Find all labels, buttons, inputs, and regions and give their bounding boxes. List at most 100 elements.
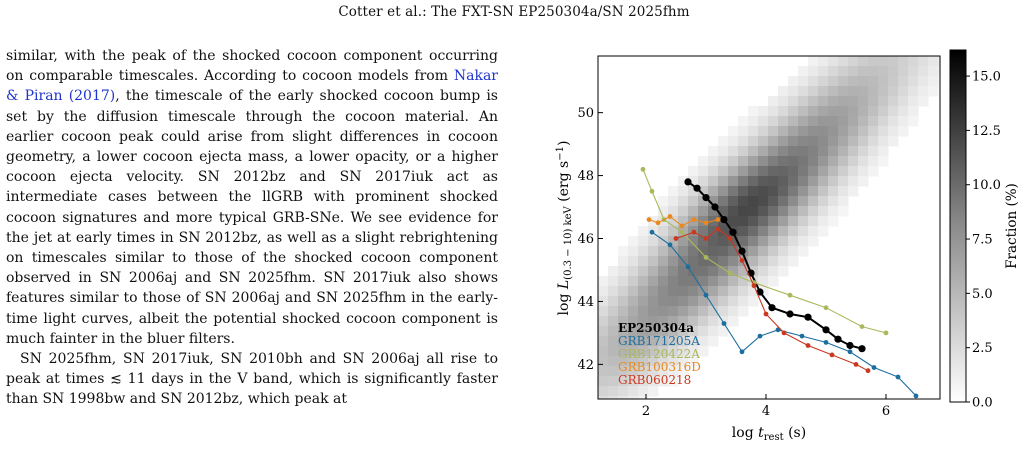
heatmap-cell: [618, 296, 629, 307]
heatmap-cell: [688, 326, 699, 337]
heatmap-cell: [608, 326, 619, 337]
heatmap-cell: [808, 206, 819, 217]
heatmap-cell: [718, 326, 729, 337]
data-point: [684, 178, 692, 186]
heatmap-cell: [608, 306, 619, 317]
heatmap-cell: [758, 276, 769, 287]
heatmap-cell: [628, 266, 639, 277]
heatmap-cell: [848, 186, 859, 197]
heatmap-cell: [628, 366, 639, 377]
colorbar-tick-label: 10.0: [972, 178, 1001, 193]
heatmap-cell: [898, 106, 909, 117]
heatmap-cell: [758, 166, 769, 177]
heatmap-cell: [638, 326, 649, 337]
data-point: [702, 194, 710, 202]
heatmap-cell: [628, 276, 639, 287]
data-point: [739, 258, 745, 263]
heatmap-cell: [758, 126, 769, 137]
heatmap-cell: [748, 146, 759, 157]
heatmap-cell: [648, 286, 659, 297]
heatmap-cell: [828, 176, 839, 187]
heatmap-cell: [808, 156, 819, 167]
heatmap-cell: [798, 156, 809, 167]
heatmap-cell: [888, 126, 899, 137]
heatmap-cell: [618, 246, 629, 257]
heatmap-cell: [788, 206, 799, 217]
y-tick-label: 50: [577, 106, 594, 121]
heatmap-cell: [598, 366, 609, 377]
heatmap-cell: [658, 366, 669, 377]
heatmap-cell: [648, 276, 659, 287]
heatmap-cell: [768, 216, 779, 227]
heatmap-cell: [738, 266, 749, 277]
data-point: [649, 229, 655, 235]
heatmap-cell: [758, 236, 769, 247]
heatmap-cell: [908, 76, 919, 87]
heatmap-cell: [678, 336, 689, 347]
heatmap-cell: [818, 146, 829, 157]
heatmap-cell: [688, 316, 699, 327]
data-point: [786, 310, 794, 318]
heatmap-cell: [638, 226, 649, 237]
heatmap-cell: [748, 116, 759, 127]
heatmap-cell: [748, 176, 759, 187]
heatmap-cell: [728, 146, 739, 157]
heatmap-cell: [698, 176, 709, 187]
heatmap-cell: [858, 166, 869, 177]
heatmap-cell: [808, 96, 819, 107]
heatmap-cell: [778, 266, 789, 277]
heatmap-cell: [908, 86, 919, 97]
heatmap-cell: [748, 106, 759, 117]
heatmap-cell: [748, 226, 759, 237]
data-point: [805, 343, 811, 348]
heatmap-cell: [868, 166, 879, 177]
heatmap-cell: [928, 86, 939, 97]
data-point: [703, 220, 709, 226]
heatmap-cell: [878, 56, 889, 67]
heatmap-cell: [688, 236, 699, 247]
citation-nakar-piran-link[interactable]: Nakar & Piran (2017): [6, 68, 498, 105]
heatmap-cell: [788, 86, 799, 97]
heatmap-cell: [838, 56, 849, 67]
heatmap-cell: [678, 366, 689, 377]
heatmap-cell: [638, 286, 649, 297]
heatmap-cell: [718, 186, 729, 197]
heatmap-cell: [868, 86, 879, 97]
heatmap-cell: [778, 126, 789, 137]
heatmap-cell: [658, 356, 669, 367]
heatmap-cell: [748, 196, 759, 207]
heatmap-cell: [698, 186, 709, 197]
heatmap-cell: [678, 246, 689, 257]
heatmap-cell: [938, 56, 940, 67]
heatmap-cell: [618, 266, 629, 277]
heatmap-cell: [738, 206, 749, 217]
heatmap-cell: [878, 146, 889, 157]
heatmap-cell: [608, 286, 619, 297]
heatmap-cell: [688, 346, 699, 357]
heatmap-cell: [758, 136, 769, 147]
heatmap-cell: [838, 116, 849, 127]
heatmap-cell: [888, 66, 899, 77]
heatmap-cell: [708, 146, 719, 157]
heatmap-cell: [658, 206, 669, 217]
heatmap-cell: [738, 296, 749, 307]
heatmap-cell: [828, 206, 839, 217]
heatmap-cell: [708, 246, 719, 257]
heatmap-cell: [778, 156, 789, 167]
heatmap-cell: [668, 306, 679, 317]
heatmap-cell: [838, 186, 849, 197]
heatmap-cell: [638, 296, 649, 307]
heatmap-cell: [738, 126, 749, 137]
heatmap-cell: [708, 186, 719, 197]
heatmap-cell: [718, 236, 729, 247]
colorbar-tick-label: 5.0: [972, 287, 993, 302]
heatmap-cell: [748, 296, 759, 307]
heatmap-cell: [858, 156, 869, 167]
heatmap-cell: [658, 236, 669, 247]
heatmap-cell: [788, 166, 799, 177]
heatmap-cell: [878, 96, 889, 107]
heatmap-cell: [838, 166, 849, 177]
heatmap-cell: [678, 356, 689, 367]
heatmap-cell: [898, 56, 909, 67]
